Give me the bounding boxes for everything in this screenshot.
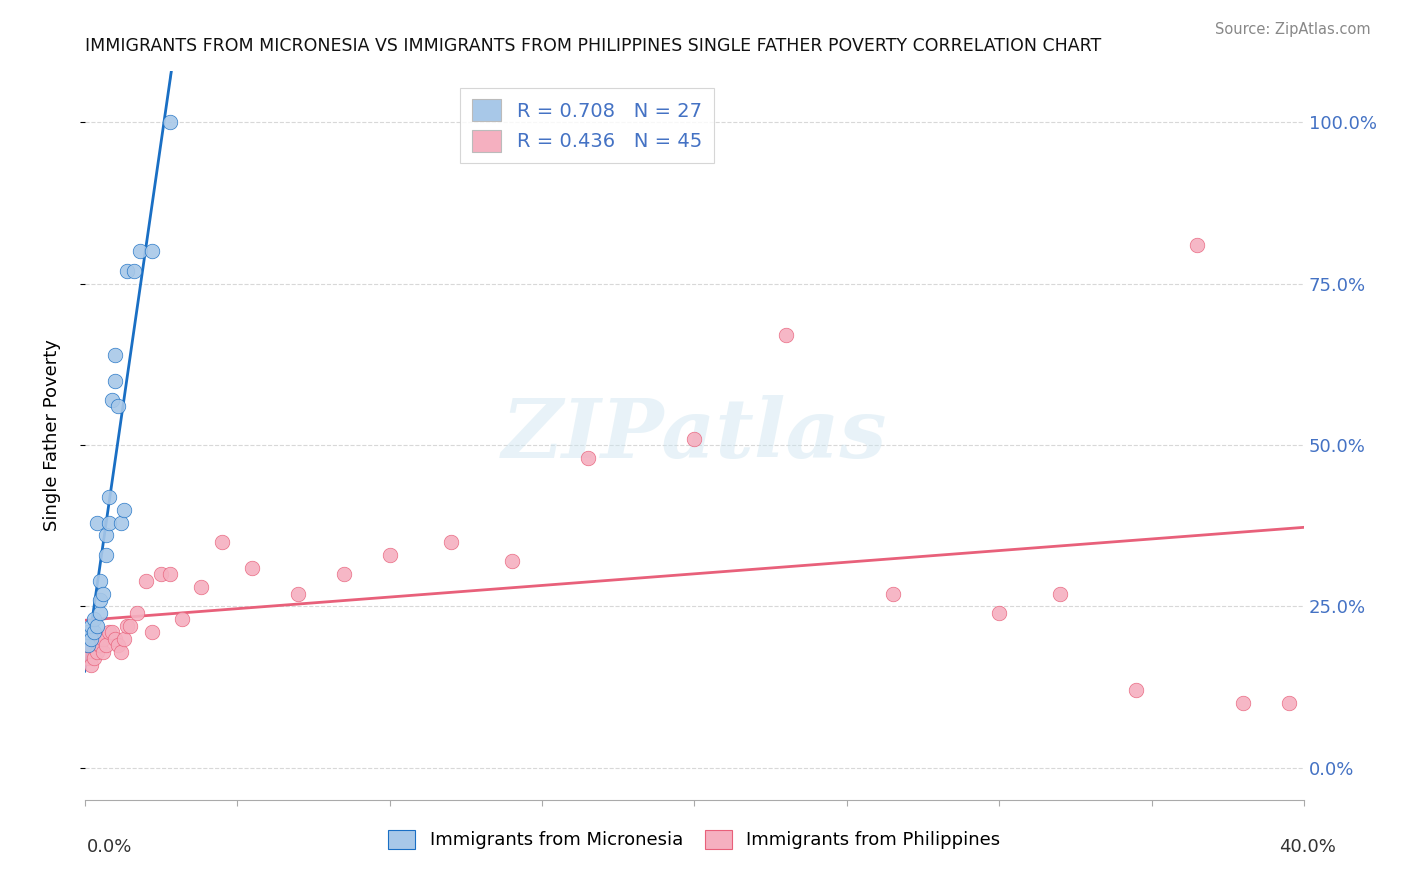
Point xyxy=(1125,683,1147,698)
Point xyxy=(333,567,356,582)
Point xyxy=(83,632,105,646)
Point xyxy=(104,374,127,388)
Point xyxy=(83,612,105,626)
Point xyxy=(80,638,103,652)
Point xyxy=(104,348,127,362)
Point xyxy=(91,632,114,646)
Point xyxy=(91,586,114,600)
Point xyxy=(128,244,150,259)
Point xyxy=(149,567,172,582)
Point xyxy=(76,625,98,640)
Point xyxy=(122,264,145,278)
Point xyxy=(775,328,797,343)
Point xyxy=(211,535,233,549)
Point xyxy=(287,586,309,600)
Point xyxy=(576,450,599,465)
Point xyxy=(501,554,523,568)
Point xyxy=(112,502,135,516)
Point xyxy=(91,645,114,659)
Point xyxy=(117,264,139,278)
Point xyxy=(159,115,181,129)
Point xyxy=(107,638,129,652)
Point xyxy=(107,400,129,414)
Text: Source: ZipAtlas.com: Source: ZipAtlas.com xyxy=(1215,22,1371,37)
Point xyxy=(439,535,461,549)
Point xyxy=(76,638,98,652)
Point xyxy=(89,574,111,588)
Point xyxy=(86,516,108,530)
Point xyxy=(101,625,124,640)
Point xyxy=(76,651,98,665)
Point xyxy=(141,625,163,640)
Point xyxy=(83,651,105,665)
Point xyxy=(988,606,1011,620)
Point xyxy=(141,244,163,259)
Point xyxy=(83,625,105,640)
Point xyxy=(80,632,103,646)
Point xyxy=(1232,696,1254,710)
Point xyxy=(378,548,401,562)
Point xyxy=(98,625,121,640)
Point xyxy=(1278,696,1301,710)
Point xyxy=(89,606,111,620)
Point xyxy=(94,638,117,652)
Point xyxy=(882,586,904,600)
Point xyxy=(89,593,111,607)
Point xyxy=(1049,586,1071,600)
Point xyxy=(80,619,103,633)
Point xyxy=(117,619,139,633)
Point xyxy=(190,580,212,594)
Point xyxy=(86,619,108,633)
Point xyxy=(110,516,132,530)
Point xyxy=(98,490,121,504)
Point xyxy=(1187,238,1209,252)
Point xyxy=(242,560,264,574)
Point xyxy=(110,645,132,659)
Point xyxy=(86,645,108,659)
Point xyxy=(101,392,124,407)
Point xyxy=(94,528,117,542)
Text: IMMIGRANTS FROM MICRONESIA VS IMMIGRANTS FROM PHILIPPINES SINGLE FATHER POVERTY : IMMIGRANTS FROM MICRONESIA VS IMMIGRANTS… xyxy=(84,37,1101,55)
Point xyxy=(94,548,117,562)
Point xyxy=(112,632,135,646)
Legend: R = 0.708   N = 27, R = 0.436   N = 45: R = 0.708 N = 27, R = 0.436 N = 45 xyxy=(460,87,714,163)
Point xyxy=(76,638,98,652)
Point xyxy=(135,574,157,588)
Text: 0.0%: 0.0% xyxy=(87,838,132,856)
Point xyxy=(683,432,706,446)
Point xyxy=(120,619,142,633)
Point xyxy=(98,516,121,530)
Point xyxy=(80,657,103,672)
Point xyxy=(89,638,111,652)
Point xyxy=(86,632,108,646)
Text: ZIPatlas: ZIPatlas xyxy=(502,395,887,475)
Point xyxy=(125,606,148,620)
Point xyxy=(104,632,127,646)
Point xyxy=(89,638,111,652)
Text: 40.0%: 40.0% xyxy=(1279,838,1336,856)
Y-axis label: Single Father Poverty: Single Father Poverty xyxy=(44,340,60,532)
Point xyxy=(172,612,194,626)
Point xyxy=(159,567,181,582)
